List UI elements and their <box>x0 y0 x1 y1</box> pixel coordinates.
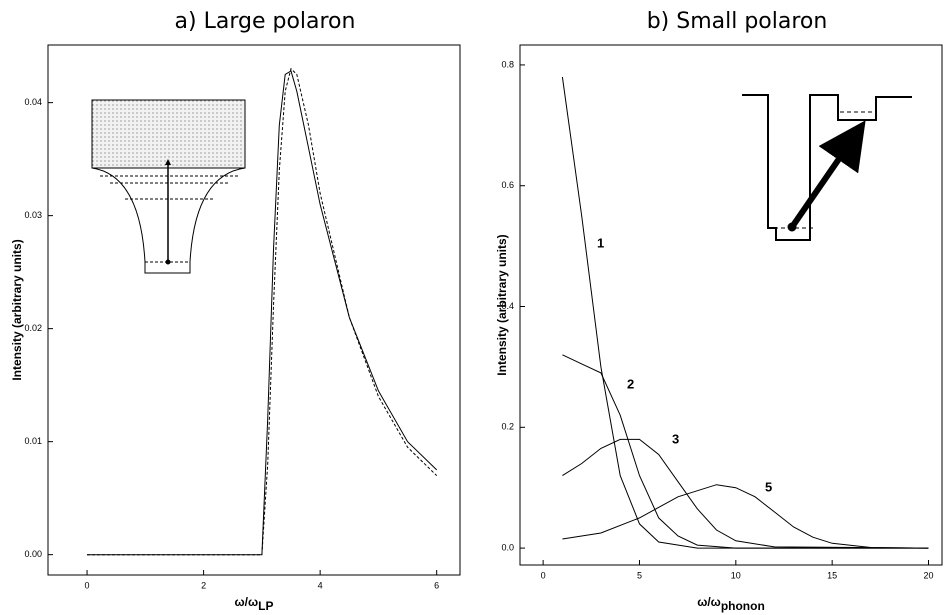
chart-title: a) Large polaron <box>175 9 356 34</box>
curve-label: 3 <box>672 431 679 446</box>
y-axis-label: Intensity (arbitrary units) <box>495 234 509 375</box>
line-series <box>87 70 438 556</box>
x-axis-label-main: ω/ω <box>235 595 259 609</box>
x-tick-label: 4 <box>318 580 323 590</box>
x-tick-label: 10 <box>731 570 741 580</box>
x-axis-label-sub: phonon <box>721 599 765 613</box>
curve-label: 2 <box>627 376 634 391</box>
y-axis-label: Intensity (arbitrary units) <box>10 239 24 380</box>
line-series <box>561 76 929 549</box>
plot-frame <box>47 44 461 576</box>
y-tick-label: 0.4 <box>501 301 514 311</box>
x-axis-label: ω/ωphonon <box>697 595 765 613</box>
y-tick-label: 0.0 <box>501 542 514 552</box>
y-tick-label: 0.03 <box>24 210 42 220</box>
y-tick-label: 0.01 <box>24 436 42 446</box>
line-series <box>87 67 438 556</box>
y-tick-label: 0.2 <box>501 422 514 432</box>
x-tick-label: 6 <box>434 580 439 590</box>
chart-title: b) Small polaron <box>647 9 828 34</box>
y-tick-label: 0.00 <box>24 549 42 559</box>
x-tick-label: 15 <box>827 570 837 580</box>
curve-label: 5 <box>765 479 772 494</box>
x-axis-label: ω/ωLP <box>235 595 274 613</box>
x-axis-label-sub: LP <box>258 599 273 613</box>
line-series <box>562 354 929 549</box>
plot-frame <box>519 44 943 566</box>
line-series <box>562 438 929 549</box>
y-tick-label: 0.02 <box>24 323 42 333</box>
inset-large-polaron <box>91 99 246 274</box>
x-tick-label: 0 <box>85 580 90 590</box>
x-tick-label: 0 <box>541 570 546 580</box>
y-tick-label: 0.04 <box>24 97 42 107</box>
x-tick-label: 20 <box>924 570 934 580</box>
x-tick-label: 2 <box>201 580 206 590</box>
inset-small-polaron <box>742 94 912 241</box>
curve-label: 1 <box>597 235 604 250</box>
line-series <box>562 484 929 549</box>
y-tick-label: 0.6 <box>501 180 514 190</box>
x-tick-label: 5 <box>637 570 642 580</box>
x-axis-label-main: ω/ω <box>697 595 721 609</box>
y-tick-label: 0.8 <box>501 59 514 69</box>
